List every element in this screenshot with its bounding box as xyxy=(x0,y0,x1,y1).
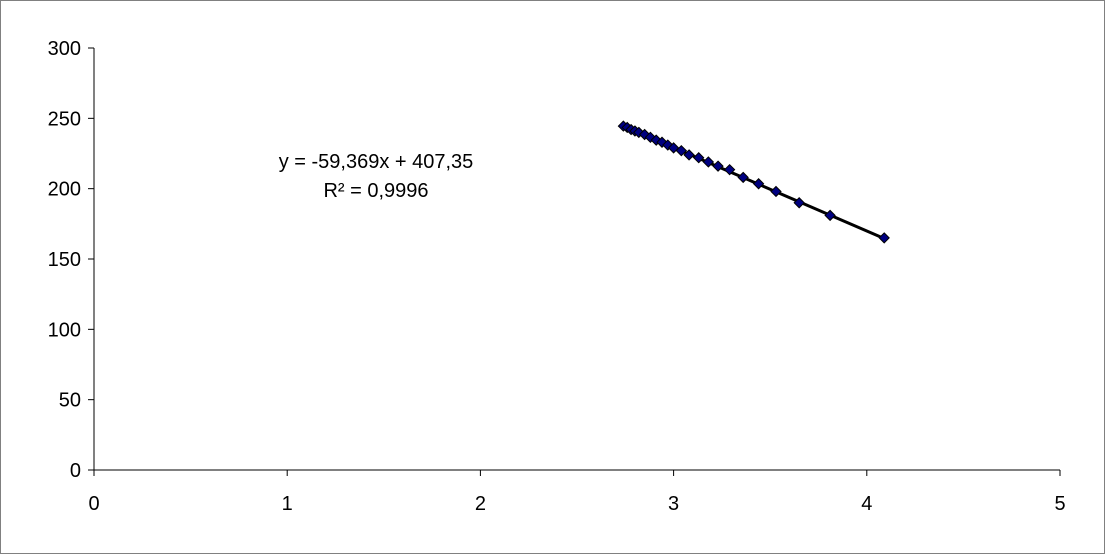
y-axis: 0 50 100 150 200 250 300 xyxy=(48,38,95,482)
y-tick-label: 300 xyxy=(48,38,81,60)
data-point xyxy=(737,171,749,184)
data-point xyxy=(693,152,705,164)
data-point xyxy=(675,144,688,157)
y-tick-label: 50 xyxy=(59,390,81,412)
data-point xyxy=(723,163,736,176)
data-point xyxy=(702,156,715,168)
data-point xyxy=(770,185,782,198)
y-tick-label: 250 xyxy=(48,108,81,130)
trendline-r2-label: R² = 0,9996 xyxy=(323,180,428,202)
data-point xyxy=(824,209,836,222)
x-tick-label: 3 xyxy=(668,493,679,515)
data-point xyxy=(683,149,695,161)
y-tick-label: 0 xyxy=(70,460,81,482)
x-tick-label: 5 xyxy=(1054,493,1065,515)
data-point xyxy=(793,197,805,209)
y-tick-label: 200 xyxy=(48,179,81,201)
trendline-equation-label: y = -59,369x + 407,35 xyxy=(279,151,474,173)
x-tick-label: 1 xyxy=(282,493,293,515)
data-point xyxy=(878,232,890,244)
x-tick-label: 4 xyxy=(861,493,872,515)
y-tick-label: 150 xyxy=(48,249,81,271)
x-tick-label: 2 xyxy=(475,493,486,515)
y-tick-label: 100 xyxy=(48,319,81,341)
data-point xyxy=(712,160,724,172)
x-tick-label: 0 xyxy=(88,493,99,515)
x-axis: 0 1 2 3 4 5 xyxy=(88,469,1066,515)
data-point xyxy=(752,178,765,190)
data-points xyxy=(617,120,890,244)
